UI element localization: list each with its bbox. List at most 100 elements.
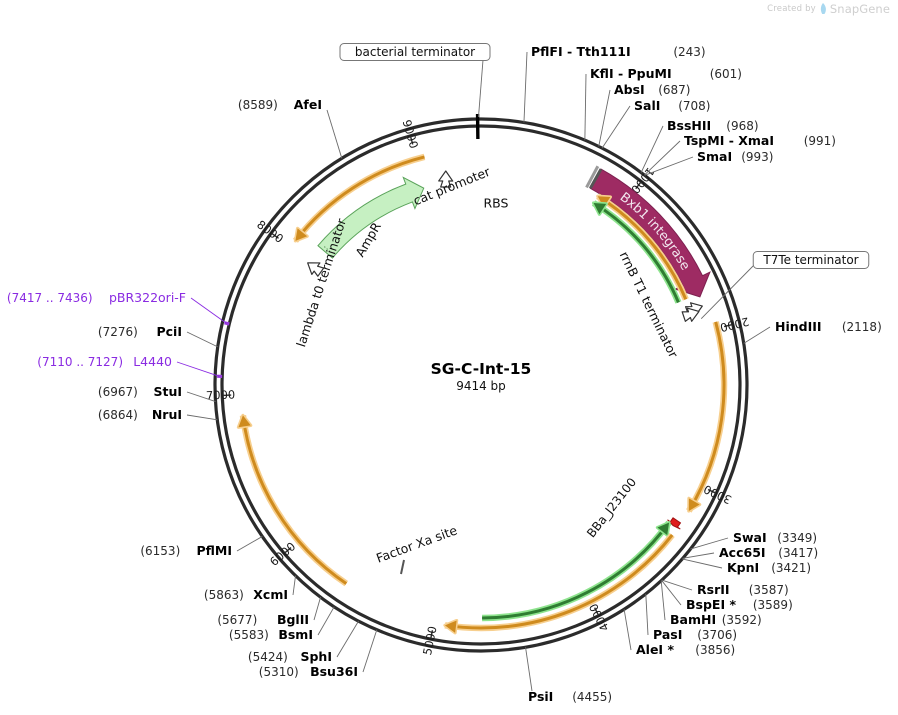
leader-line xyxy=(644,156,694,176)
enzyme-site-label[interactable]: BglII (5677) xyxy=(217,612,309,627)
enzyme-site-name[interactable]: HindIII xyxy=(775,319,822,334)
feature-lambda-t0-terminator-glyph[interactable] xyxy=(304,257,325,278)
enzyme-site-label[interactable]: PflMI (6153) xyxy=(140,543,232,558)
enzyme-site-label[interactable]: Bsu36I (5310) xyxy=(259,664,358,679)
feature-label-factor-xa-site[interactable]: Factor Xa site xyxy=(374,522,459,565)
feature-label-text: bacterial terminator xyxy=(355,45,475,59)
enzyme-site-name[interactable]: BssHII xyxy=(667,118,711,133)
feature-ampr[interactable] xyxy=(317,176,425,259)
leader-line xyxy=(186,391,216,403)
enzyme-site-name[interactable]: AbsI xyxy=(614,82,645,97)
enzyme-site-label[interactable]: AbsI (687) xyxy=(614,82,690,97)
leader-line xyxy=(336,620,359,658)
enzyme-site-label[interactable]: PasI (3706) xyxy=(653,627,737,642)
enzyme-site-label[interactable]: SmaI (993) xyxy=(697,149,773,164)
ruler-tick-label: 7000 xyxy=(206,387,236,402)
leader-line xyxy=(236,536,263,552)
enzyme-site-label[interactable]: PciI (7276) xyxy=(98,324,182,339)
enzyme-site-position: (601) xyxy=(710,67,742,81)
enzyme-site-name[interactable]: PciI xyxy=(156,324,182,339)
enzyme-site-label[interactable]: BamHI (3592) xyxy=(670,612,762,627)
enzyme-site-name[interactable]: BspEI * xyxy=(686,597,736,612)
enzyme-site-name[interactable]: SphI xyxy=(300,649,332,664)
watermark-brand-text: SnapGene xyxy=(829,2,890,16)
enzyme-site-name[interactable]: BglII xyxy=(277,612,309,627)
enzyme-site-label[interactable]: BsmI (5583) xyxy=(229,627,313,642)
ruler-tick-label: 2000 xyxy=(719,314,751,334)
enzyme-site-position: (993) xyxy=(741,150,773,164)
ruler-tick xyxy=(723,323,733,328)
enzyme-site-name[interactable]: BamHI xyxy=(670,612,716,627)
leader-line xyxy=(661,580,682,606)
enzyme-site-label[interactable]: Acc65I (3417) xyxy=(719,545,818,560)
primer-name[interactable]: pBR322ori-F xyxy=(109,290,186,305)
enzyme-site-name[interactable]: Bsu36I xyxy=(310,664,358,679)
enzyme-site-label[interactable]: XcmI (5863) xyxy=(204,587,288,602)
primer-tick[interactable] xyxy=(224,321,230,326)
enzyme-site-label[interactable]: AfeI (8589) xyxy=(238,97,322,112)
primer-label[interactable]: L4440 (7110 .. 7127) xyxy=(37,354,172,369)
enzyme-site-label[interactable]: BspEI * (3589) xyxy=(686,597,793,612)
enzyme-site-position: (8589) xyxy=(238,98,278,112)
feature-factor-xa-site-tick[interactable] xyxy=(400,559,405,575)
enzyme-site-name[interactable]: PasI xyxy=(653,627,682,642)
enzyme-site-name[interactable]: XcmI xyxy=(253,587,288,602)
enzyme-site-label[interactable]: PsiI (4455) xyxy=(528,689,612,704)
enzyme-site-name[interactable]: RsrII xyxy=(697,582,730,597)
enzyme-site-name[interactable]: BsmI xyxy=(278,627,313,642)
enzyme-site-name[interactable]: PsiI xyxy=(528,689,553,704)
enzyme-site-label[interactable]: NruI (6864) xyxy=(98,407,182,422)
enzyme-site-name[interactable]: SwaI xyxy=(733,530,767,545)
enzyme-site-name[interactable]: NruI xyxy=(152,407,182,422)
enzyme-site-name[interactable]: KpnI xyxy=(727,560,759,575)
feature-label-bba-j23100[interactable]: BBa_J23100 xyxy=(584,475,639,540)
enzyme-site-name[interactable]: SmaI xyxy=(697,149,732,164)
enzyme-site-label[interactable]: HindIII (2118) xyxy=(775,319,882,334)
orf-track-orange-bxb-outer xyxy=(596,193,689,301)
enzyme-site-name[interactable]: SalI xyxy=(634,98,660,113)
enzyme-site-name[interactable]: Acc65I xyxy=(719,545,766,560)
feature-rbs-bar[interactable] xyxy=(585,165,600,189)
enzyme-site-label[interactable]: PflFI - Tth111I (243) xyxy=(531,44,706,59)
enzyme-site-label[interactable]: StuI (6967) xyxy=(98,384,182,399)
enzyme-site-label[interactable]: TspMI - XmaI (991) xyxy=(684,133,836,148)
primer-range: (7417 .. 7436) xyxy=(7,291,93,305)
primer-name[interactable]: L4440 xyxy=(133,354,172,369)
orf-track-green-bottom xyxy=(482,520,672,622)
feature-label-bacterial-terminator[interactable]: bacterial terminator xyxy=(339,43,491,61)
enzyme-site-name[interactable]: StuI xyxy=(153,384,182,399)
feature-label-t7te-terminator[interactable]: T7Te terminator xyxy=(752,251,870,269)
enzyme-site-name[interactable]: KflI - PpuMI xyxy=(590,66,672,81)
leader-line xyxy=(313,597,322,621)
enzyme-site-name[interactable]: AleI * xyxy=(636,642,674,657)
enzyme-site-label[interactable]: KflI - PpuMI (601) xyxy=(590,66,742,81)
feature-label-cat-promoter[interactable]: cat promoter xyxy=(411,164,493,209)
leader-line xyxy=(700,261,758,319)
leader-line xyxy=(525,647,533,692)
enzyme-site-label[interactable]: SwaI (3349) xyxy=(733,530,817,545)
ruler-tick-label: 9000 xyxy=(400,118,421,150)
leader-line xyxy=(645,593,649,636)
leader-lines xyxy=(176,51,771,692)
enzyme-site-position: (6967) xyxy=(98,385,138,399)
enzyme-site-label[interactable]: SalI (708) xyxy=(634,98,710,113)
enzyme-site-label[interactable]: AleI * (3856) xyxy=(636,642,735,657)
feature-cat-promoter-glyph[interactable] xyxy=(438,170,454,188)
leader-line xyxy=(743,326,771,344)
leader-line xyxy=(682,552,715,559)
leader-line xyxy=(326,109,343,159)
enzyme-site-label[interactable]: RsrII (3587) xyxy=(697,582,789,597)
enzyme-site-name[interactable]: AfeI xyxy=(294,97,322,112)
enzyme-site-label[interactable]: SphI (5424) xyxy=(248,649,332,664)
enzyme-site-name[interactable]: TspMI - XmaI xyxy=(684,133,774,148)
feature-label-rbs[interactable]: RBS xyxy=(484,196,509,211)
feature-rrnb-t1-terminator-glyph[interactable] xyxy=(681,305,702,323)
enzyme-site-position: (243) xyxy=(673,45,705,59)
enzyme-site-label[interactable]: KpnI (3421) xyxy=(727,560,811,575)
primer-label[interactable]: pBR322ori-F (7417 .. 7436) xyxy=(7,290,186,305)
enzyme-site-name[interactable]: PflMI xyxy=(196,543,232,558)
enzyme-site-name[interactable]: PflFI - Tth111I xyxy=(531,44,631,59)
leader-line xyxy=(523,51,528,123)
enzyme-site-label[interactable]: BssHII (968) xyxy=(667,118,759,133)
